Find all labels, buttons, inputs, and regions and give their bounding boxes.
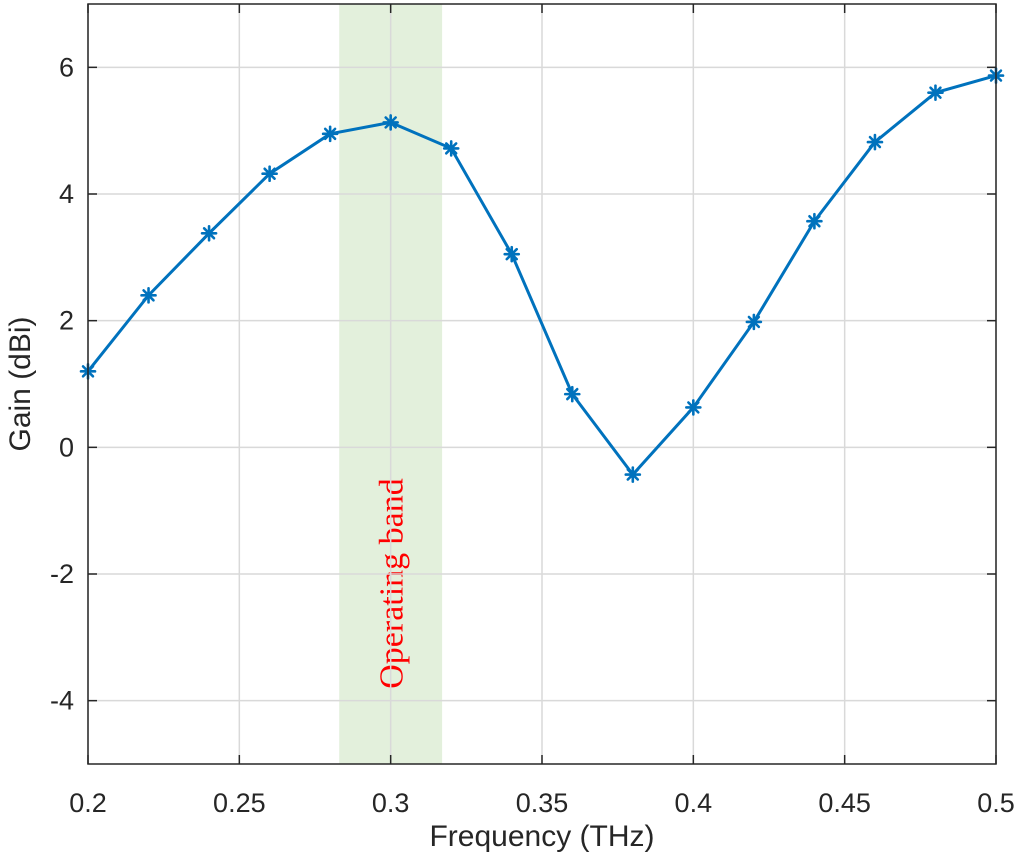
data-point-14 — [927, 84, 944, 101]
marker-center — [811, 218, 818, 225]
marker-center — [932, 89, 939, 96]
y-tick-label-0: -4 — [50, 686, 74, 716]
operating-band-label: Operating band — [374, 478, 411, 689]
marker-center — [266, 170, 273, 177]
marker-center — [145, 292, 152, 299]
y-tick-label-2: 0 — [59, 432, 74, 462]
marker-center — [205, 230, 213, 237]
x-tick-label-1: 0.25 — [213, 788, 266, 818]
marker-center — [569, 390, 576, 398]
x-axis-title: Frequency (THz) — [429, 820, 654, 853]
y-tick-label-3: 2 — [59, 306, 74, 336]
data-point-11 — [745, 313, 763, 331]
marker-center — [871, 138, 879, 146]
marker-center — [750, 318, 758, 326]
data-point-9 — [624, 466, 642, 483]
series-line-0 — [86, 74, 997, 477]
data-point-2 — [200, 224, 218, 242]
data-point-13 — [866, 133, 884, 151]
marker-center — [448, 145, 455, 152]
data-point-8 — [563, 385, 581, 403]
y-tick-label-4: 4 — [59, 179, 74, 209]
data-point-3 — [261, 165, 278, 183]
y-axis-title: Gain (dBi) — [4, 316, 37, 451]
data-point-1 — [140, 287, 157, 304]
data-point-7 — [503, 245, 521, 263]
marker-center — [629, 471, 636, 478]
y-tick-label-1: -2 — [50, 559, 74, 589]
x-tick-label-3: 0.35 — [516, 788, 569, 818]
marker-center — [690, 404, 697, 411]
data-point-6 — [442, 140, 460, 157]
x-tick-label-5: 0.45 — [818, 788, 871, 818]
data-point-12 — [806, 212, 823, 230]
x-tick-label-2: 0.3 — [372, 788, 410, 818]
data-point-10 — [685, 399, 702, 416]
y-tick-label-5: 6 — [59, 52, 74, 82]
x-tick-label-6: 0.5 — [977, 788, 1015, 818]
x-tick-label-0: 0.2 — [69, 788, 107, 818]
data-point-5 — [382, 114, 399, 131]
marker-center — [508, 250, 515, 258]
marker-center — [387, 119, 394, 126]
x-tick-label-4: 0.4 — [675, 788, 713, 818]
marker-center — [326, 130, 334, 138]
data-point-4 — [321, 125, 339, 143]
